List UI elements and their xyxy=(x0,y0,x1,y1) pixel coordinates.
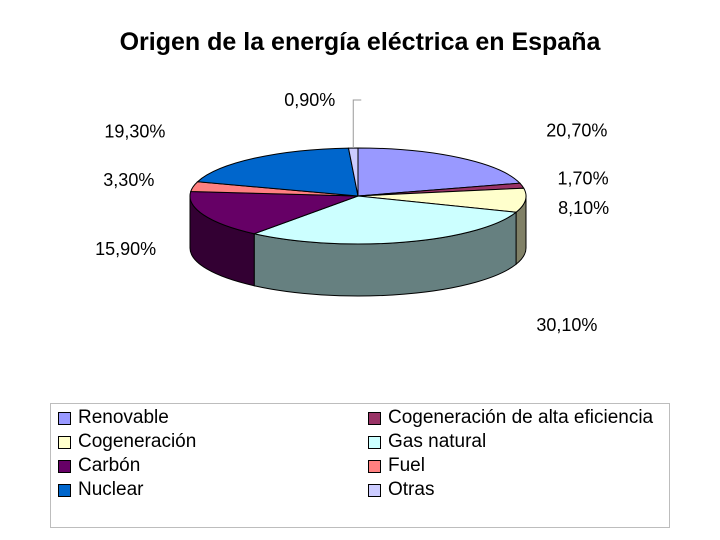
legend-item-fuel: Fuel xyxy=(368,455,425,477)
legend-item-gas-natural: Gas natural xyxy=(368,431,486,453)
pie-slice-otras xyxy=(347,147,359,197)
legend-item-cogeneracion-de-alta-eficiencia: Cogeneración de alta eficiencia xyxy=(368,407,653,429)
legend-swatch xyxy=(58,435,71,449)
data-label-gas-natural: 30,10% xyxy=(536,315,597,335)
legend-swatch xyxy=(368,435,381,449)
legend-swatch xyxy=(58,459,71,473)
legend-swatch xyxy=(368,411,381,425)
pie-slice-carbon xyxy=(189,190,359,235)
legend-label: Cogeneración xyxy=(78,431,197,452)
data-label-cogeneracion-de-alta-eficiencia: 1,70% xyxy=(558,168,609,188)
legend-label: Nuclear xyxy=(78,479,144,500)
chart-title: Origen de la energía eléctrica en España xyxy=(119,28,601,56)
data-label-otras: 0,90% xyxy=(284,90,335,110)
legend-item-otras: Otras xyxy=(368,479,434,501)
data-label-nuclear: 19,30% xyxy=(104,121,165,141)
legend-item-nuclear: Nuclear xyxy=(58,479,143,501)
legend-label: Gas natural xyxy=(388,431,487,452)
pie-slice-renovable xyxy=(357,147,522,197)
label-leader-line-otras xyxy=(352,99,362,149)
data-label-cogeneracion: 8,10% xyxy=(558,198,609,218)
pie-chart: 20,70% 1,70% 8,10% 30,10% 15,90% 3,30% 19,30% 0… xyxy=(95,90,609,335)
legend-label: Otras xyxy=(388,479,435,500)
legend-item-carbon: Carbón xyxy=(58,455,140,477)
chart-legend: Renovable Cogeneración de alta eficiencia… xyxy=(50,403,670,528)
data-label-renovable: 20,70% xyxy=(546,121,607,141)
legend-swatch xyxy=(58,483,71,497)
legend-item-cogeneracion: Cogeneración xyxy=(58,431,196,453)
pie-slice-gas-natural xyxy=(252,195,518,245)
legend-label: Renovable xyxy=(78,407,169,428)
data-label-carbon: 15,90% xyxy=(95,239,156,259)
pie-slice-nuclear xyxy=(196,147,359,197)
legend-label: Fuel xyxy=(388,455,425,476)
legend-swatch xyxy=(368,483,381,497)
legend-label: Cogeneración de alta eficiencia xyxy=(388,407,654,428)
legend-swatch xyxy=(368,459,381,473)
legend-swatch xyxy=(58,411,71,425)
data-label-fuel: 3,30% xyxy=(103,170,154,190)
legend-item-renovable: Renovable xyxy=(58,407,169,429)
legend-label: Carbón xyxy=(78,455,141,476)
